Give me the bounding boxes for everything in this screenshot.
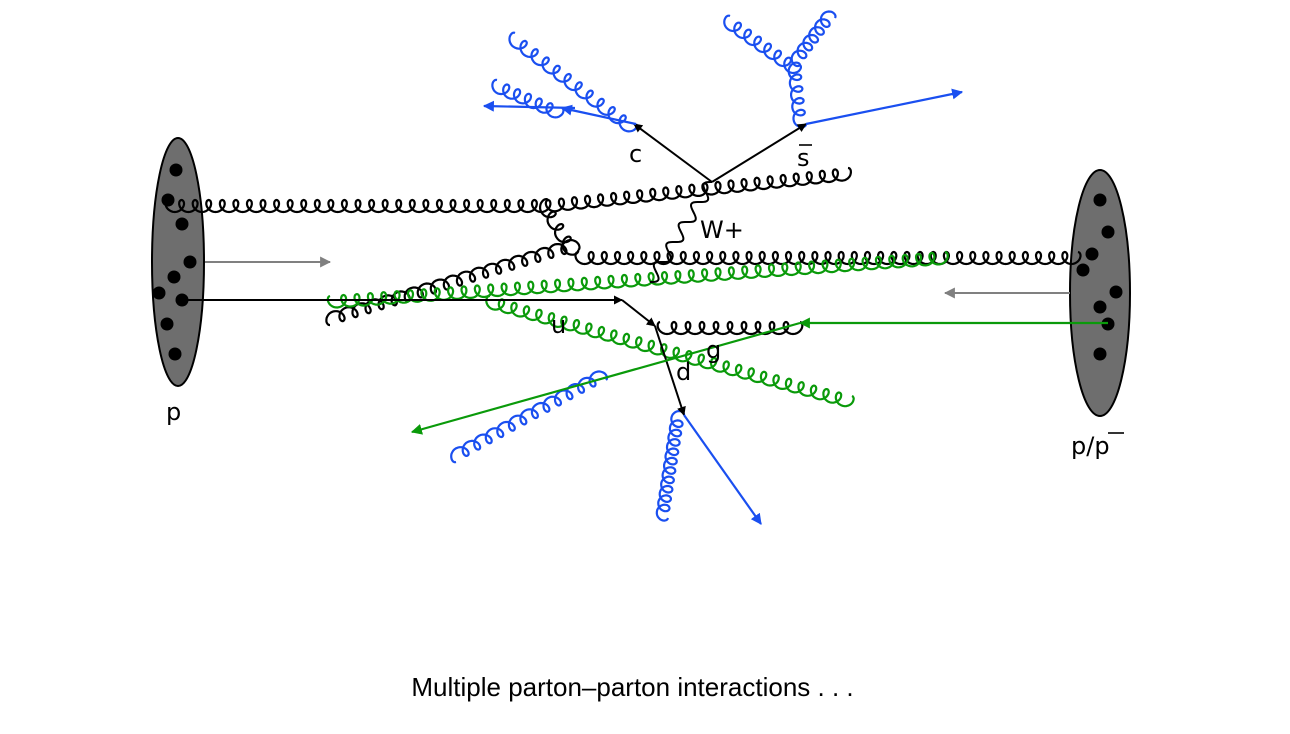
label-w-boson: W+ [700, 216, 744, 244]
parton-dot [1093, 300, 1107, 314]
gluon-coil [325, 239, 581, 327]
gluon-coil [485, 294, 855, 408]
gluon-coil [790, 10, 837, 68]
radiation-arrow-c-far [482, 100, 576, 112]
diagram-caption: Multiple parton–parton interactions . . … [411, 672, 854, 702]
label-proton-right: p/p [1071, 432, 1124, 460]
radiation-gluon-lines [450, 10, 837, 522]
parton-dot [168, 347, 182, 361]
proton-right [1069, 169, 1131, 417]
label-gluon: g [706, 336, 721, 364]
parton-dot [183, 255, 197, 269]
gluon-coil [655, 410, 686, 522]
parton-dot [160, 317, 174, 331]
parton-dot [1101, 225, 1115, 239]
label-charm: c [629, 140, 642, 168]
parton-dot [175, 217, 189, 231]
gluon-coil [326, 250, 949, 309]
secondary-gluon-lines [326, 250, 949, 408]
parton-dot [1109, 285, 1123, 299]
gluon-coil [508, 31, 638, 133]
strange-antiquark-arrow [711, 123, 807, 183]
parton-dot [167, 270, 181, 284]
radiation-arrow-sbar [805, 88, 964, 126]
parton-dot [1093, 193, 1107, 207]
label-strange-bar-text: s [797, 144, 810, 172]
label-down: d [676, 358, 691, 386]
gluon-coil [574, 250, 1082, 266]
label-up: u [551, 311, 566, 339]
secondary-quark-outgoing [410, 321, 801, 435]
parton-dot [1076, 263, 1090, 277]
parton-dot [1085, 247, 1099, 261]
gluon-coil [723, 14, 802, 75]
primary-gluon-lines [164, 166, 1082, 336]
gluon-coil [450, 370, 609, 464]
gluon-coil [491, 78, 565, 119]
w-boson-propagator [650, 181, 712, 283]
parton-dot [169, 163, 183, 177]
parton-dot [152, 286, 166, 300]
radiation-arrow-c [560, 104, 637, 126]
charm-quark-arrow [633, 123, 713, 183]
gluon-coil [544, 166, 852, 213]
gluon-coil [164, 198, 552, 214]
label-proton-left: p [166, 398, 181, 426]
label-proton-right-text: p/p [1071, 432, 1110, 460]
label-strange-bar: s [797, 144, 812, 172]
gluon-coil [787, 61, 808, 129]
radiation-arrow-d [683, 414, 762, 525]
up-quark-to-vertex [621, 299, 656, 327]
gluon-coil [539, 198, 580, 256]
down-quark-arrow [654, 325, 686, 416]
parton-dot [1093, 347, 1107, 361]
proton-left [151, 137, 205, 387]
